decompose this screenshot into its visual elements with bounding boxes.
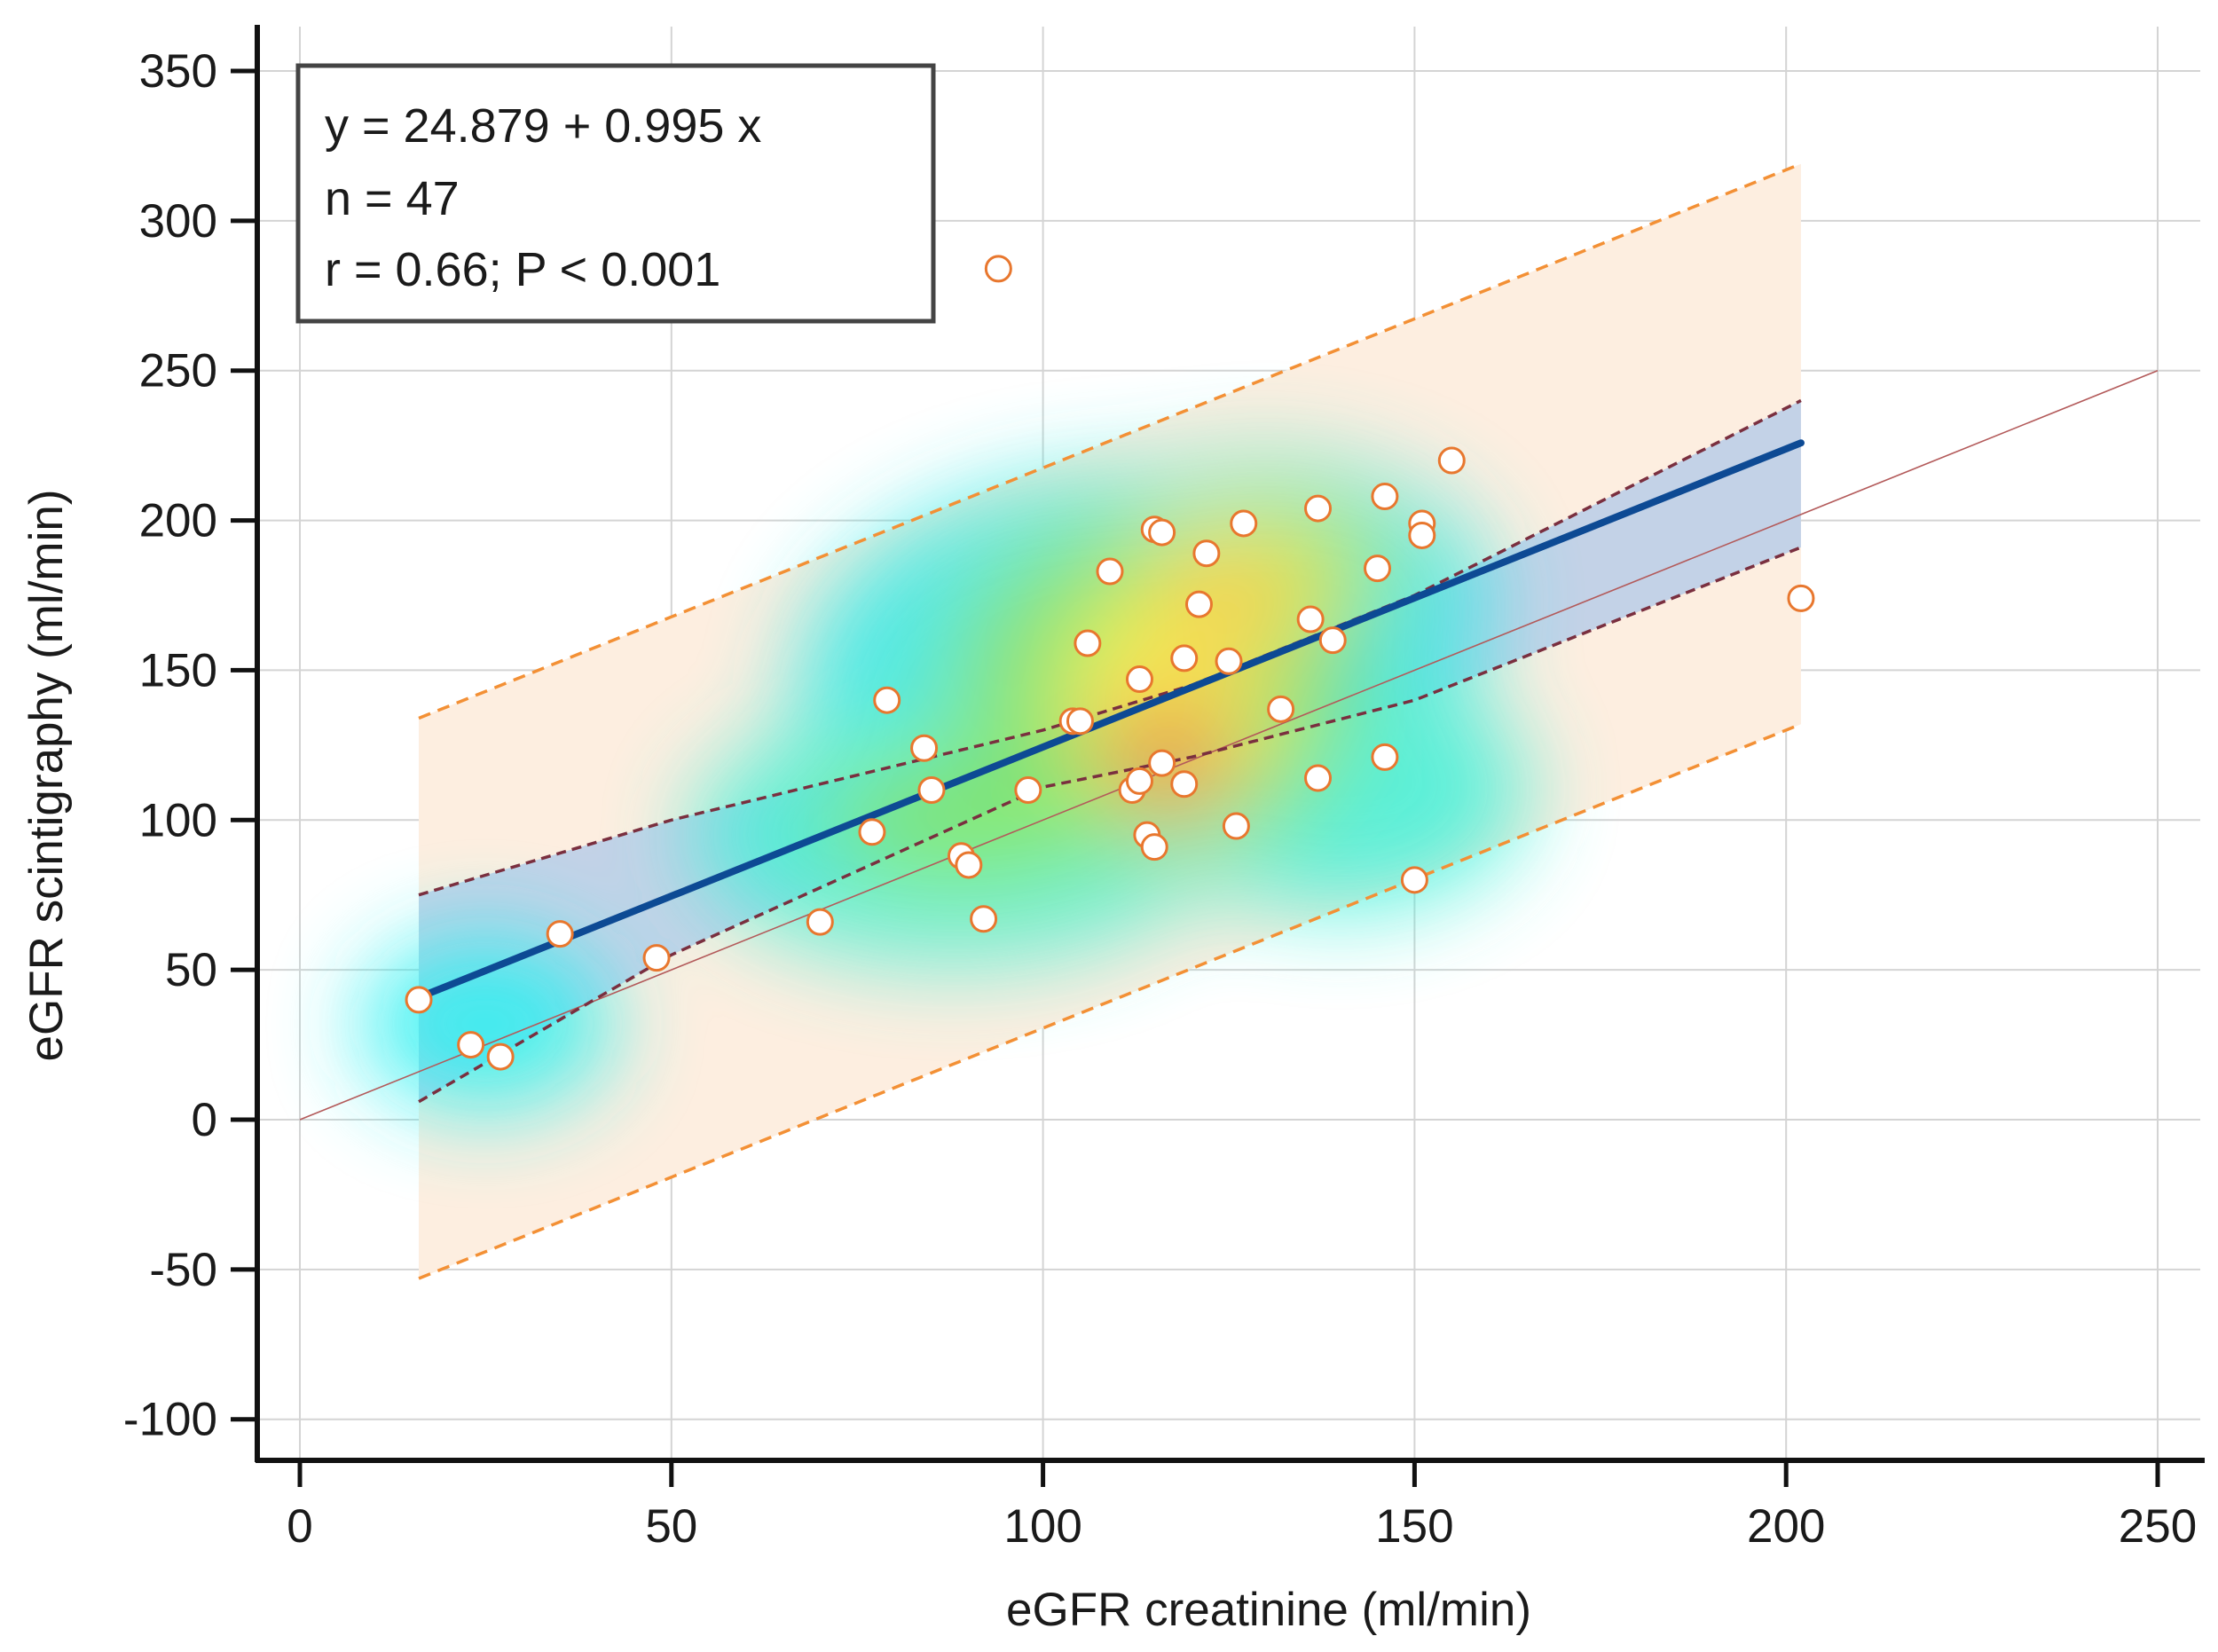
y-tick-label: -50 [149,1244,217,1296]
data-point [1230,509,1258,538]
data-point [1148,518,1176,547]
x-tick-label: 250 [2119,1500,2197,1553]
y-tick-label: 250 [139,345,217,397]
data-point [1125,665,1153,694]
data-point [955,851,983,879]
data-point [1140,833,1168,861]
y-tick-label: -100 [123,1394,217,1446]
data-point [806,908,834,936]
data-point [1215,647,1243,675]
data-point [1184,590,1213,618]
data-point [486,1042,515,1071]
y-tick-label: 50 [165,944,217,996]
data-point [1437,446,1466,475]
y-tick-label: 100 [139,794,217,846]
data-point [984,255,1012,283]
data-point [1125,767,1153,795]
prediction-upper-line [418,162,1802,720]
regression-line [415,439,1805,1002]
stats-box: y = 24.879 + 0.995 x n = 47 r = 0.66; P … [295,63,936,324]
data-point [858,818,886,846]
data-point [1170,644,1199,673]
data-point [1222,812,1250,840]
data-point [910,734,939,762]
x-tick-label: 50 [645,1500,697,1553]
y-tick-label: 150 [139,644,217,696]
data-point [970,905,998,933]
data-points [405,255,1815,1071]
data-point [642,944,671,972]
sample-size: n = 47 [325,172,460,225]
x-axis-title: eGFR creatinine (ml/min) [1006,1584,1531,1636]
lines [299,162,2159,1280]
identity-line [299,369,2159,1121]
data-point [917,776,946,805]
data-point [1074,629,1102,657]
regression-equation: y = 24.879 + 0.995 x [325,99,761,153]
prediction-lower-line [418,722,1802,1280]
data-point [1408,521,1436,549]
data-point [1148,749,1176,777]
data-point [1014,776,1042,805]
confidence-upper-line [418,398,1802,897]
y-axis-title: eGFR scintigraphy (ml/min) [20,490,73,1062]
stats-box-frame [295,63,936,324]
data-point [1787,584,1815,612]
data-point [873,686,901,714]
y-tick-label: 0 [192,1094,217,1146]
y-tick-label: 300 [139,195,217,248]
data-point [457,1031,485,1059]
data-point [1318,626,1347,655]
x-tick-label: 100 [1003,1500,1081,1553]
correlation-statistic: r = 0.66; P < 0.001 [325,243,720,296]
data-point [1371,483,1399,511]
data-point [405,986,433,1014]
data-point [546,920,574,948]
y-axis-ticks: -100 -50 0 50 100 150 200 250 300 350 [123,45,257,1446]
x-tick-label: 200 [1747,1500,1825,1553]
data-point [1066,707,1094,736]
data-point [1400,866,1428,894]
data-point [1364,555,1392,583]
density-blob [820,748,1118,893]
data-point [1296,605,1325,633]
x-tick-label: 150 [1375,1500,1453,1553]
data-point [1304,764,1333,792]
data-point [1096,557,1124,586]
data-point [1267,695,1295,723]
density-blob [1168,586,1274,647]
data-point [1371,743,1399,771]
y-tick-label: 350 [139,45,217,98]
axes [255,25,2205,1463]
y-tick-label: 200 [139,495,217,547]
data-point [1170,770,1199,798]
confidence-lower-line [418,546,1802,1104]
density-blob [359,936,612,1111]
x-tick-label: 0 [287,1500,312,1553]
x-axis-ticks: 0 50 100 150 200 250 [287,1460,2197,1553]
data-point [1192,539,1221,568]
data-point [1304,494,1333,523]
